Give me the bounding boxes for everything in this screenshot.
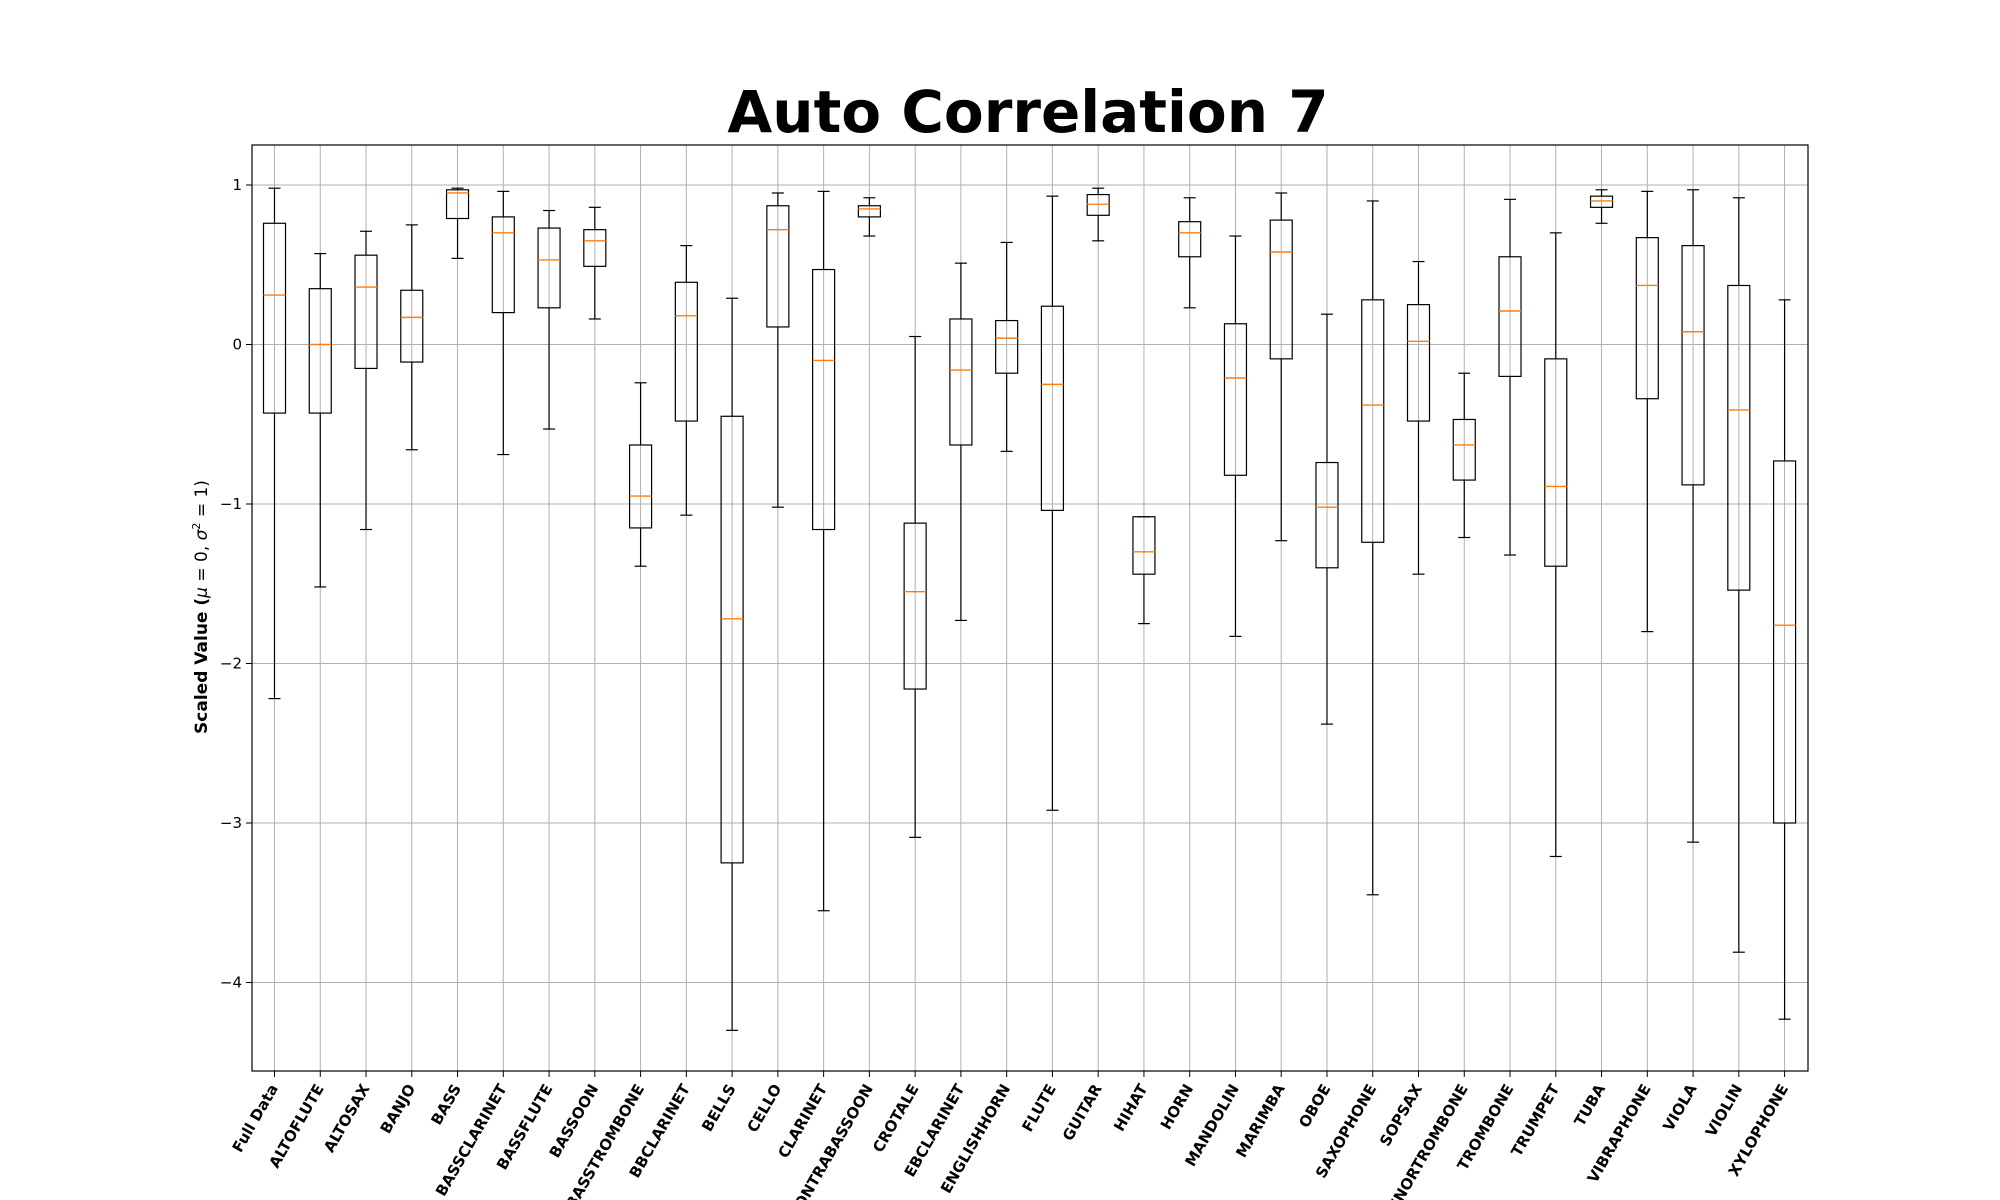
iqr-box — [628, 444, 653, 529]
iqr-box — [720, 415, 744, 864]
iqr-box — [1040, 305, 1065, 511]
box-BASSOON — [583, 206, 607, 320]
box-VIBRAPHONE — [1635, 190, 1659, 633]
box-ALTOSAX — [354, 230, 378, 531]
iqr-box — [995, 319, 1019, 374]
box-plots — [262, 187, 1797, 1031]
iqr-box — [1178, 221, 1202, 258]
iqr-box — [491, 216, 515, 314]
box-BASSCLARINET — [491, 190, 515, 456]
iqr-box — [1361, 299, 1385, 543]
box-FLUTE — [1040, 195, 1065, 811]
iqr-box — [262, 222, 287, 414]
y-axis-ticks: 1 0 −1 −2 −3 −4 — [220, 176, 252, 992]
iqr-box — [400, 289, 424, 363]
box-BANJO — [400, 224, 424, 451]
iqr-box — [1727, 284, 1751, 591]
box-MARIMBA — [1269, 192, 1293, 542]
iqr-box — [812, 268, 836, 531]
y-tick-label: 1 — [232, 176, 242, 194]
plot-frame — [251, 144, 1809, 1072]
box-BELLS — [720, 297, 744, 1031]
iqr-box — [445, 189, 470, 220]
box-CROTALE — [903, 335, 927, 838]
box-SOPSAX — [1406, 260, 1431, 575]
iqr-box — [308, 288, 332, 414]
box-BBCLARINET — [674, 245, 698, 516]
box-TUBA — [1589, 189, 1614, 224]
box-EBCLARINET — [949, 262, 973, 622]
iqr-box — [1772, 460, 1797, 824]
chart-title: Auto Correlation 7 — [727, 78, 1328, 146]
iqr-box — [1589, 195, 1614, 208]
iqr-box — [674, 281, 698, 422]
box-TENORTROMBONE — [1452, 372, 1476, 539]
iqr-box — [1681, 245, 1705, 486]
iqr-box — [537, 227, 561, 309]
box-BASSTROMBONE — [628, 382, 653, 567]
box-Full Data — [262, 187, 287, 700]
iqr-box — [1086, 193, 1110, 216]
y-tick-label: −2 — [220, 655, 242, 673]
iqr-box — [1269, 219, 1293, 360]
box-ENGLISHHORN — [995, 241, 1019, 452]
iqr-box — [903, 522, 927, 690]
box-GUITAR — [1086, 187, 1110, 242]
y-tick-label: 0 — [232, 336, 242, 354]
box-XYLOPHONE — [1772, 299, 1797, 1020]
box-ALTOFLUTE — [308, 252, 332, 588]
iqr-box — [1223, 323, 1248, 476]
iqr-box — [1635, 237, 1659, 400]
iqr-box — [354, 254, 378, 370]
y-tick-label: −1 — [220, 495, 242, 513]
box-MANDOLIN — [1223, 235, 1248, 637]
box-CLARINET — [812, 190, 836, 912]
iqr-box — [949, 318, 973, 446]
iqr-box — [1315, 461, 1339, 569]
box-OBOE — [1315, 313, 1339, 725]
iqr-box — [1452, 418, 1476, 481]
box-BASSFLUTE — [537, 209, 561, 430]
iqr-box — [766, 205, 790, 328]
iqr-box — [1406, 304, 1431, 422]
box-VIOLIN — [1727, 197, 1751, 953]
iqr-box — [583, 229, 607, 267]
y-tick-label: −4 — [220, 974, 242, 992]
iqr-box — [857, 205, 881, 218]
box-CONTRABASSOON — [857, 197, 881, 237]
box-CELLO — [766, 192, 790, 508]
box-HORN — [1178, 197, 1202, 309]
y-axis-label: Scaled Value (μ = 0, σ2 = 1) — [190, 480, 212, 734]
iqr-box — [1544, 358, 1568, 567]
box-HIHAT — [1132, 516, 1156, 625]
iqr-box — [1498, 256, 1522, 377]
box-TROMBONE — [1498, 198, 1522, 556]
box-BASS — [445, 187, 470, 259]
box-VIOLA — [1681, 189, 1705, 843]
box-SAXOPHONE — [1361, 200, 1385, 896]
iqr-box — [1132, 516, 1156, 575]
box-TRUMPET — [1544, 232, 1568, 858]
y-tick-label: −3 — [220, 814, 242, 832]
